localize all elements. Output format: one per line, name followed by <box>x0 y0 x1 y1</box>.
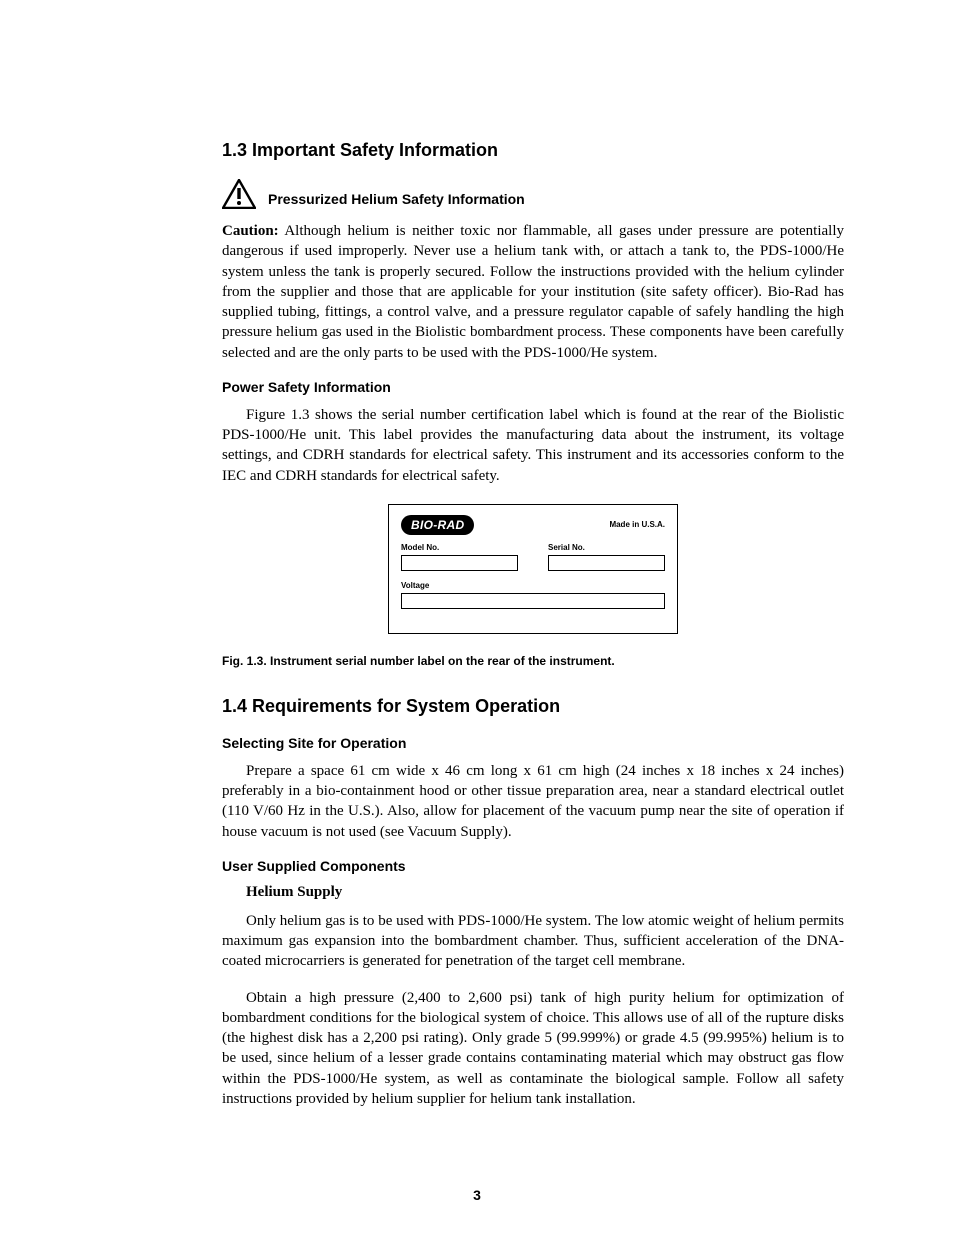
model-no-box <box>401 555 518 571</box>
section-heading-1-4: 1.4 Requirements for System Operation <box>222 696 844 717</box>
label-voltage-row: Voltage <box>401 581 665 609</box>
helium-supply-heading: Helium Supply <box>246 884 844 901</box>
caution-body: Although helium is neither toxic nor fla… <box>222 223 844 361</box>
serial-no-label: Serial No. <box>548 543 665 552</box>
serial-no-box <box>548 555 665 571</box>
voltage-label: Voltage <box>401 581 665 590</box>
helium-paragraph-2: Obtain a high pressure (2,400 to 2,600 p… <box>222 988 844 1110</box>
voltage-field: Voltage <box>401 581 665 609</box>
pressurized-helium-heading: Pressurized Helium Safety Information <box>268 191 525 207</box>
serial-label-figure: BIO-RAD Made in U.S.A. Model No. Serial … <box>388 504 678 634</box>
warning-heading-row: Pressurized Helium Safety Information <box>222 179 844 209</box>
caution-label: Caution: <box>222 223 279 239</box>
page-number: 3 <box>0 1187 954 1203</box>
selecting-site-paragraph: Prepare a space 61 cm wide x 46 cm long … <box>222 761 844 842</box>
bio-rad-logo: BIO-RAD <box>401 515 474 535</box>
figure-1-3-caption: Fig. 1.3. Instrument serial number label… <box>222 654 844 668</box>
serial-no-field: Serial No. <box>548 543 665 571</box>
document-page: 1.3 Important Safety Information Pressur… <box>0 0 954 1235</box>
helium-paragraph-1: Only helium gas is to be used with PDS-1… <box>222 911 844 972</box>
selecting-site-heading: Selecting Site for Operation <box>222 735 844 751</box>
power-safety-paragraph: Figure 1.3 shows the serial number certi… <box>222 405 844 486</box>
power-safety-heading: Power Safety Information <box>222 379 844 395</box>
model-no-label: Model No. <box>401 543 518 552</box>
label-top-row: BIO-RAD Made in U.S.A. <box>401 515 665 535</box>
label-model-serial-row: Model No. Serial No. <box>401 543 665 571</box>
caution-paragraph: Caution: Although helium is neither toxi… <box>222 221 844 363</box>
section-heading-1-3: 1.3 Important Safety Information <box>222 140 844 161</box>
model-no-field: Model No. <box>401 543 518 571</box>
voltage-box <box>401 593 665 609</box>
warning-icon <box>222 179 256 209</box>
user-supplied-heading: User Supplied Components <box>222 858 844 874</box>
made-in-text: Made in U.S.A. <box>609 520 665 529</box>
